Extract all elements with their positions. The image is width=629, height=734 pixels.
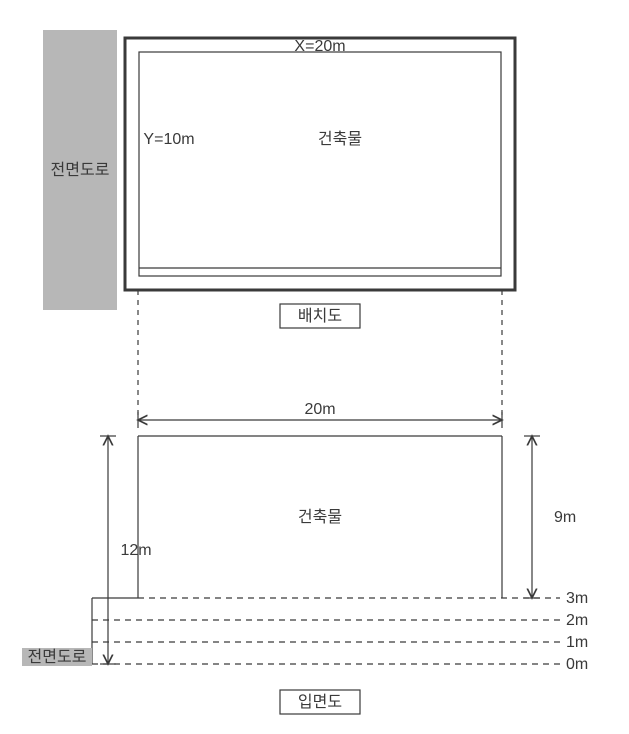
plan-outer-rect	[125, 38, 515, 290]
plan-building-label: 건축물	[318, 130, 362, 148]
elev-level-label-l0: 0m	[566, 656, 588, 673]
elev-right-height-label: 9m	[554, 509, 576, 526]
elev-width-label: 20m	[304, 401, 335, 418]
plan-caption: 배치도	[298, 307, 342, 325]
plan-inner-rect	[139, 52, 501, 276]
plan-y-label: Y=10m	[143, 131, 194, 148]
elev-left-height-label: 12m	[120, 542, 151, 559]
elev-caption: 입면도	[298, 693, 342, 711]
elev-level-label-l1: 1m	[566, 634, 588, 651]
plan-road-label: 전면도로	[51, 161, 110, 179]
elev-level-label-l2: 2m	[566, 612, 588, 629]
elev-road-label: 전면도로	[28, 648, 87, 666]
elev-level-label-l3: 3m	[566, 590, 588, 607]
plan-x-label: X=20m	[294, 38, 345, 55]
elev-building-label: 건축물	[298, 508, 342, 526]
